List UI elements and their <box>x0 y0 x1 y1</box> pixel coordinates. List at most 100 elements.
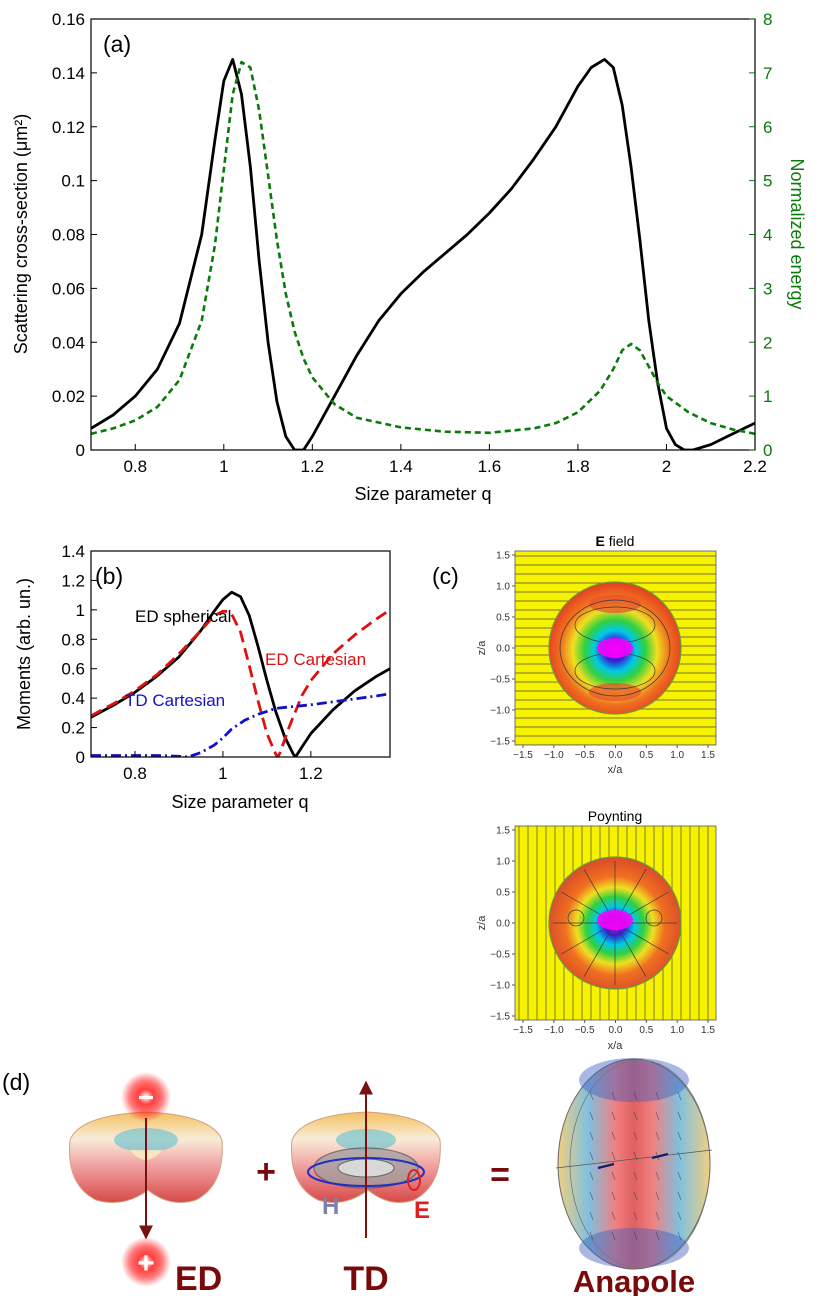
plus-operator: + <box>256 1153 276 1191</box>
anapole-bottom-cap <box>579 1228 689 1268</box>
y-tick-label-a-right: 3 <box>763 279 772 298</box>
e-field-title: E field <box>596 533 635 549</box>
y-tick-label-a-right: 7 <box>763 64 772 83</box>
x-tick-label-a: 1.8 <box>566 457 590 476</box>
x-tick-label-a: 1.4 <box>389 457 413 476</box>
poynting-inner-line <box>583 922 616 977</box>
anapole-field-arrow <box>633 1231 638 1241</box>
e-field-xlabel: x/a <box>608 764 624 776</box>
anapole-top-cap <box>579 1058 689 1102</box>
anapole-field-arrow <box>611 1151 616 1161</box>
y-tick-label-a: 0.06 <box>52 279 85 298</box>
anapole-field-arrow <box>677 1231 682 1241</box>
y-tick-label-a: 0.14 <box>52 64 85 83</box>
anapole-field-arrow <box>655 1171 660 1181</box>
anapole-field-arrow <box>589 1191 594 1201</box>
annotation-td-cartesian: TD Cartesian <box>125 691 225 710</box>
anapole-field-arrow <box>611 1231 616 1241</box>
anapole-sphere <box>555 1058 713 1270</box>
map-y-tick-label: 1.0 <box>496 582 510 593</box>
map-y-tick-label: −0.5 <box>490 675 510 686</box>
panel-d: (d) − + ED + H E TD = <box>2 1058 713 1296</box>
e-field-core <box>597 638 633 658</box>
poynting-vortex-left <box>567 909 585 927</box>
map-y-tick-label: 1.5 <box>496 826 510 837</box>
e-field-ylabel: z/a <box>476 640 488 656</box>
poynting-inner-line <box>614 922 647 977</box>
y-tick-label-a: 0.16 <box>52 10 85 29</box>
equals-operator: = <box>490 1156 510 1194</box>
series-a-energy-line <box>91 60 755 436</box>
series-b-td-cartesian-line <box>91 692 390 757</box>
panel-c: (c) E field −1.5 −1.0 −0.5 0.0 0.5 1.0 1.5 1.5 1… <box>432 533 717 1052</box>
x-tick-label-b: 0.8 <box>123 764 147 783</box>
td-label: TD <box>343 1260 388 1296</box>
anapole-field-arrow <box>655 1151 660 1161</box>
anapole-field-arrow <box>589 1211 594 1221</box>
anapole-field-arrow <box>633 1111 638 1121</box>
h-label: H <box>322 1193 339 1220</box>
poynting-ylabel: z/a <box>476 915 488 931</box>
axes-a-frame <box>90 18 756 451</box>
series-a-scattering-line <box>91 58 755 450</box>
y-tick-label-b: 1.4 <box>61 542 85 561</box>
map-y-tick-label: −1.0 <box>490 981 510 992</box>
map-y-tick-label: 0.0 <box>496 644 510 655</box>
x-tick-label-a: 1.2 <box>301 457 325 476</box>
map-y-tick-label: −1.5 <box>490 1012 510 1023</box>
y-tick-label-a-right: 4 <box>763 226 772 245</box>
anapole-field-arrow <box>655 1231 660 1241</box>
poynting-map <box>515 826 716 1020</box>
anapole-arrow-right <box>651 1152 669 1160</box>
x-tick-label-a: 2.2 <box>743 457 767 476</box>
anapole-field-arrow <box>655 1111 660 1121</box>
anapole-field-arrow <box>589 1231 594 1241</box>
y-axis-label-a: Scattering cross-section (μm²) <box>11 114 31 354</box>
anapole-field-arrow <box>633 1091 638 1101</box>
e-field-hotspot-top <box>589 595 641 613</box>
plus-charge-sign: + <box>137 1247 155 1280</box>
x-tick-label-a: 1.6 <box>478 457 502 476</box>
anapole-field-arrow <box>589 1171 594 1181</box>
x-tick-label-b: 1 <box>218 764 227 783</box>
anapole-field-arrow <box>633 1131 638 1141</box>
y-tick-label-a-right: 6 <box>763 118 772 137</box>
anapole-field-arrow <box>633 1171 638 1181</box>
map-y-tick-label: 0.5 <box>496 613 510 624</box>
y-tick-label-a-right: 8 <box>763 10 772 29</box>
axes-b-frame <box>90 550 391 758</box>
panel-b: 0.8 1 1.2 0 0.2 0.4 0.6 0.8 1 1.2 1.4 (b) ED spher… <box>14 542 391 812</box>
anapole-field-arrow <box>611 1191 616 1201</box>
anapole-field-arrow <box>589 1131 594 1141</box>
anapole-field-arrow <box>677 1191 682 1201</box>
panel-d-label: (d) <box>2 1069 30 1095</box>
y-axis-label-a-right: Normalized energy <box>787 158 807 309</box>
map-x-tick-label: 1.5 <box>701 1025 715 1036</box>
series-b-ed-spherical-line <box>91 590 390 757</box>
anapole-field-arrow <box>611 1131 616 1141</box>
poynting-title: Poynting <box>588 808 642 824</box>
minus-charge-glow <box>121 1072 171 1122</box>
map-x-tick-label: 0.5 <box>639 1025 653 1036</box>
map-y-tick-label: −0.5 <box>490 950 510 961</box>
anapole-field-arrow <box>677 1091 682 1101</box>
anapole-field-arrow <box>633 1191 638 1201</box>
anapole-field-arrow <box>611 1211 616 1221</box>
map-y-tick-label: −1.0 <box>490 706 510 717</box>
ed-label: ED <box>175 1260 222 1296</box>
y-tick-label-b: 0.8 <box>61 630 85 649</box>
y-tick-label-a: 0.02 <box>52 387 85 406</box>
map-x-tick-label: 0.5 <box>639 750 653 761</box>
e-field-hotspot-bottom <box>589 683 641 701</box>
anapole-axis <box>555 1149 713 1169</box>
x-axis-label-b: Size parameter q <box>171 792 308 812</box>
y-tick-label-a-right: 5 <box>763 172 772 191</box>
map-x-tick-label: −1.5 <box>513 750 533 761</box>
map-x-tick-label: −1.0 <box>544 1025 564 1036</box>
x-tick-label-a: 1 <box>219 457 228 476</box>
e-field-title-bold: E <box>596 533 605 549</box>
anapole-field-arrow <box>633 1211 638 1221</box>
series-b-ed-cartesian-line <box>91 608 390 757</box>
panel-c-label: (c) <box>432 563 459 589</box>
